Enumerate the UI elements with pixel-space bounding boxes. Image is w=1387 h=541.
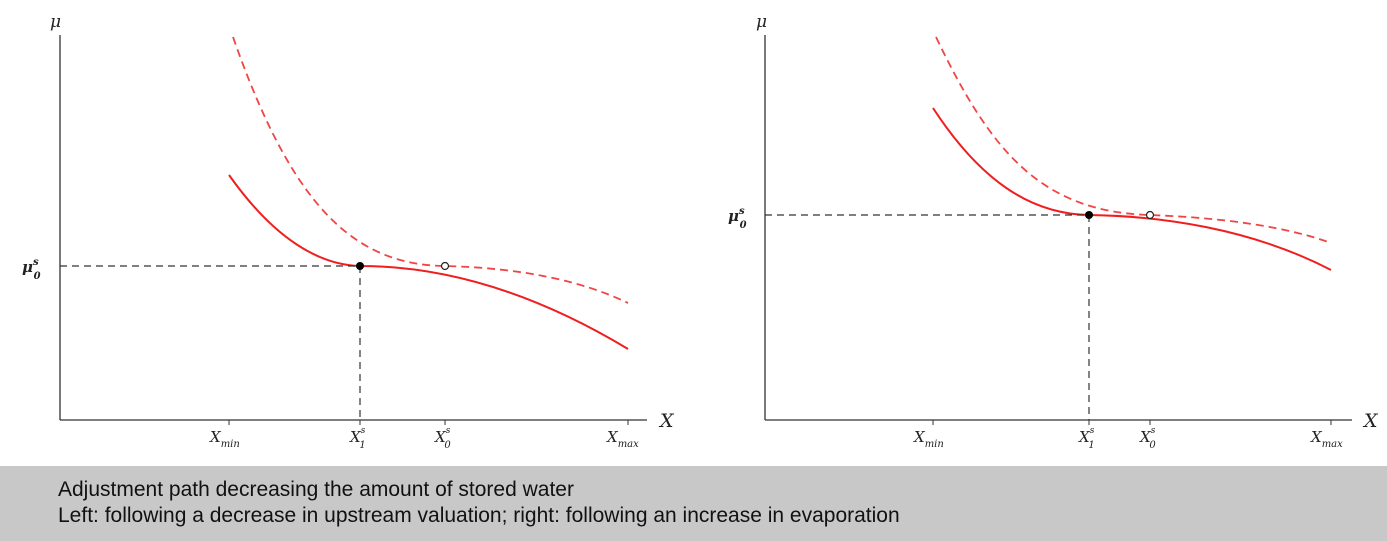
y-axis-label: μ (756, 12, 767, 32)
x-axis-label: X (1362, 410, 1379, 432)
tick-label-xmin: Xmin (913, 428, 944, 450)
curve-initial (935, 36, 1332, 244)
caption-bar: Adjustment path decreasing the amount of… (0, 466, 1387, 541)
new-equilibrium-point (1085, 211, 1093, 219)
tick-label-xmax: Xmax (1310, 428, 1343, 450)
new-equilibrium-point (356, 262, 364, 270)
x-axis-label: X (658, 410, 675, 432)
diagram-panels: μ X μs 0 Xmin Xs 1 Xs 0 (22, 12, 1379, 451)
mu-level-label: μs 0 (728, 206, 747, 231)
curve-adjusted (228, 174, 629, 350)
curve-initial (232, 36, 629, 304)
tick-label-x0: Xs 0 (1139, 426, 1156, 451)
caption-subtitle: Left: following a decrease in upstream v… (58, 504, 900, 527)
right-panel: μ X μs 0 Xmin Xs 1 Xs 0 (728, 12, 1379, 451)
tick-label-x1: Xs 1 (1078, 426, 1095, 451)
old-equilibrium-point (1145, 210, 1155, 220)
mu-level-label: μs 0 (22, 257, 41, 282)
y-axis-label: μ (50, 12, 61, 32)
tick-label-xmin: Xmin (209, 428, 240, 450)
caption-title: Adjustment path decreasing the amount of… (58, 478, 574, 501)
left-panel: μ X μs 0 Xmin Xs 1 Xs 0 (22, 12, 675, 451)
old-equilibrium-point (440, 261, 450, 271)
tick-label-xmax: Xmax (606, 428, 639, 450)
tick-label-x0: Xs 0 (434, 426, 451, 451)
curve-adjusted (932, 107, 1332, 271)
tick-label-x1: Xs 1 (349, 426, 366, 451)
